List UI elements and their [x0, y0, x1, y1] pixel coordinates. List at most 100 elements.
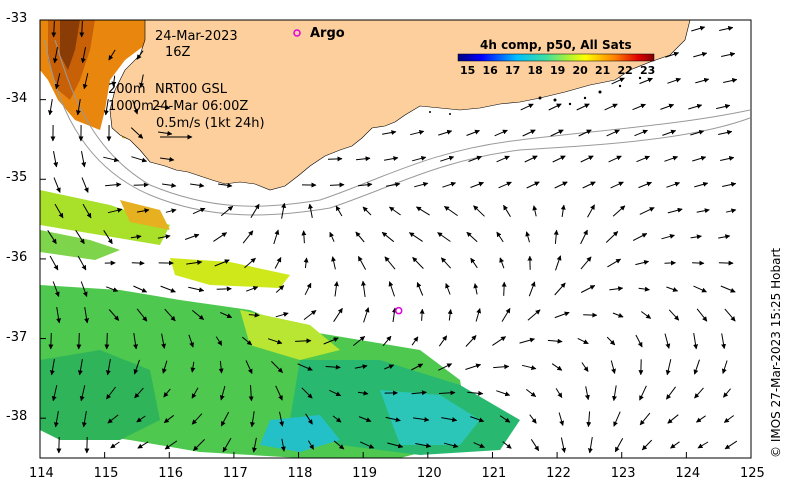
- current-vector: [470, 181, 484, 188]
- credit-text: © IMOS 27-Mar-2023 15:25 Hobart: [769, 247, 783, 458]
- current-vector: [164, 308, 176, 322]
- current-vector: [408, 232, 423, 242]
- current-vector: [694, 181, 709, 188]
- current-vector: [697, 441, 709, 449]
- current-vector: [415, 443, 432, 449]
- current-vector: [214, 259, 230, 267]
- current-vector: [560, 437, 567, 453]
- current-vector: [496, 155, 510, 163]
- current-vector: [274, 257, 282, 269]
- current-vector: [325, 364, 341, 370]
- current-vector: [720, 156, 735, 161]
- x-tick-label: 116: [158, 466, 184, 481]
- current-vector: [79, 20, 85, 38]
- current-vector: [690, 129, 705, 136]
- current-vector: [275, 285, 285, 293]
- y-tick-label: -33: [6, 11, 28, 26]
- current-vector: [693, 285, 707, 293]
- current-vector: [77, 359, 83, 376]
- current-vector: [131, 260, 145, 266]
- current-vector: [357, 255, 367, 270]
- current-vector: [242, 230, 254, 244]
- current-vector: [130, 127, 144, 139]
- current-vector: [502, 441, 512, 449]
- current-vector: [297, 363, 313, 371]
- current-vector: [610, 181, 624, 189]
- current-vector: [415, 206, 430, 216]
- current-vector: [250, 203, 260, 219]
- current-vector: [558, 412, 565, 426]
- current-vector: [252, 437, 257, 453]
- current-vector: [105, 182, 122, 188]
- current-vector: [133, 285, 148, 293]
- current-vector: [188, 286, 205, 293]
- current-vector: [552, 155, 566, 163]
- current-vector: [327, 156, 343, 162]
- x-tick-label: 121: [481, 466, 507, 481]
- current-vector: [303, 257, 309, 269]
- current-vector: [51, 385, 58, 402]
- current-vector: [664, 333, 671, 349]
- current-vector: [241, 336, 253, 346]
- islands: [429, 76, 642, 115]
- current-vector: [632, 233, 648, 241]
- current-vector: [465, 335, 477, 347]
- current-vector: [695, 415, 706, 423]
- current-vector: [475, 308, 482, 322]
- current-vector: [612, 312, 624, 318]
- current-vector: [524, 155, 538, 163]
- current-vector: [82, 73, 89, 90]
- current-vector: [690, 234, 702, 240]
- current-vector: [301, 387, 313, 399]
- product-time: 24-Mar 06:00Z: [152, 99, 249, 114]
- bathymetry-contours: [44, 39, 751, 216]
- current-vector: [355, 156, 371, 162]
- y-tick-label: -36: [6, 249, 28, 265]
- current-vector: [499, 257, 505, 269]
- current-vector: [442, 181, 457, 188]
- current-vector: [667, 77, 682, 84]
- current-vector: [466, 129, 480, 136]
- current-vector: [76, 332, 82, 350]
- y-tick-label: -37: [6, 329, 28, 345]
- current-vector: [721, 333, 727, 350]
- current-vector: [473, 442, 485, 448]
- current-vector: [381, 231, 395, 243]
- current-vector: [107, 207, 123, 214]
- current-vector: [331, 256, 337, 270]
- current-vector: [245, 360, 253, 375]
- current-vector: [496, 390, 511, 397]
- current-vector: [665, 386, 677, 400]
- current-vector: [105, 359, 111, 376]
- x-tick-label: 114: [29, 466, 54, 481]
- argo-legend-marker: [293, 29, 301, 37]
- current-vector: [445, 283, 451, 295]
- current-vector: [525, 389, 537, 397]
- colorbar-tick-label: 20: [572, 64, 588, 77]
- current-vector: [280, 438, 286, 452]
- current-vector: [80, 281, 88, 297]
- current-vector: [184, 233, 200, 240]
- current-vector: [162, 182, 177, 188]
- current-vector: [136, 308, 148, 322]
- current-vector: [329, 231, 335, 242]
- current-vector: [548, 103, 562, 111]
- current-vector: [437, 232, 451, 242]
- current-vector: [696, 308, 708, 322]
- current-vector: [132, 99, 139, 115]
- current-vector: [363, 307, 370, 323]
- colorbar-tick-label: 22: [617, 64, 633, 77]
- current-vector: [604, 103, 618, 111]
- current-vector: [53, 177, 61, 193]
- current-vector: [554, 282, 566, 296]
- current-vector: [103, 99, 109, 116]
- current-vector: [530, 439, 540, 452]
- current-vector: [384, 364, 395, 370]
- current-vector: [335, 205, 343, 217]
- current-vector: [52, 281, 60, 297]
- x-tick-label: 123: [610, 466, 636, 481]
- current-vector: [725, 208, 737, 214]
- current-vector: [526, 181, 540, 189]
- current-vector: [411, 363, 424, 371]
- current-vector: [547, 338, 563, 344]
